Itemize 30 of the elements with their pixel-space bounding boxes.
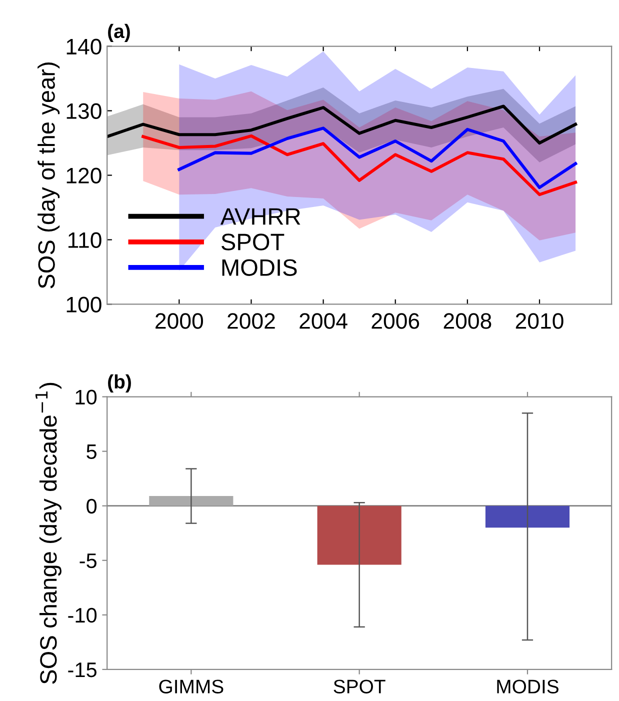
x-tick-label: SPOT [334,680,386,694]
y-tick-label: -5 [80,554,96,568]
x-tick-label: 2004 [300,313,348,329]
x-tick-label: 2006 [372,313,420,329]
x-tick-label: 2002 [228,313,275,329]
y-tick-label: 140 [66,38,102,55]
y-tick-label: 100 [66,296,102,313]
x-tick-label: 2008 [444,313,492,329]
line-series [142,134,578,196]
x-tick-label: GIMMS [159,680,224,694]
y-tick-label: 130 [66,103,102,120]
y-tick-label: -10 [68,608,97,623]
x-tick-label: MODIS [497,680,558,694]
y-tick-label: 5 [86,444,96,460]
x-tick-label: 2000 [156,313,204,329]
y-tick-label: 120 [66,168,102,184]
line-series [178,126,578,190]
y-tick-label: 10 [76,390,97,405]
y-axis-title: SOS (day of the year) [38,62,60,288]
y-tick-label: 110 [68,232,102,248]
legend-label: AVHRR [220,208,300,225]
legend-label: SPOT [221,234,284,250]
line-series [107,104,578,145]
chart-title: (a) [108,24,130,42]
chart-title: (b) [108,374,131,392]
y-tick-label: -15 [68,662,96,678]
y-axis-title: SOS change (day decade$^{−1}$) [35,382,62,684]
x-tick-label: 2010 [516,313,564,329]
legend-label: MODIS [222,259,297,276]
y-tick-label: 0 [86,498,97,514]
